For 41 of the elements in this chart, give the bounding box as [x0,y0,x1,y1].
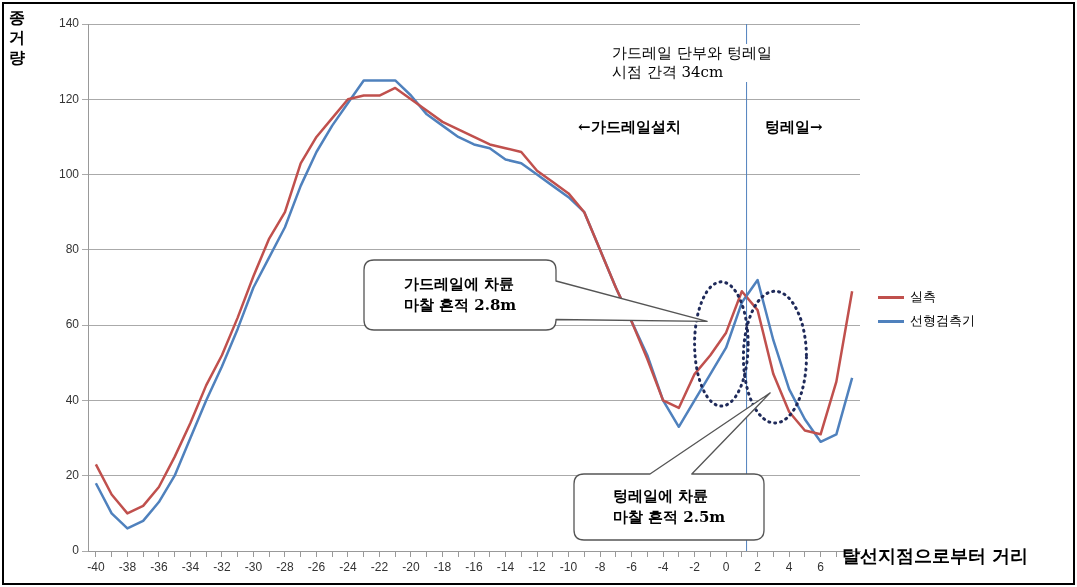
annotation: ←가드레일설치 [578,118,681,137]
y-tick-label: 40 [65,392,80,407]
x-tick-label: 2 [754,559,762,574]
x-tick-label: 4 [785,559,793,574]
legend-label: 실측 [910,288,936,306]
y-tick-label: 140 [58,16,80,31]
x-tick-label: -8 [594,559,606,574]
x-tick-label: -32 [213,559,231,574]
x-axis-title: 탈선지점으로부터 거리 [842,544,1029,568]
x-tick-label: 0 [722,559,730,574]
x-tick-label: -26 [307,559,326,574]
legend-label: 선형검측기 [910,312,975,330]
x-tick-label: -16 [465,559,483,574]
x-tick-label: -34 [181,559,200,574]
x-tick-label: -22 [370,559,389,574]
annotation: 텅레일에 차륜 마찰 흔적 2.5m [612,486,726,528]
annotation: 텅레일→ [765,118,823,137]
x-tick-label: -38 [118,559,137,574]
x-tick-label: -20 [402,559,420,574]
x-tick-label: -18 [433,559,452,574]
y-tick-label: 100 [58,166,80,181]
x-tick-label: -40 [87,559,105,574]
x-tick-label: -4 [657,559,669,574]
x-tick-label: -2 [689,559,701,574]
y-tick-label: 80 [65,242,80,257]
x-tick-label: -12 [528,559,547,574]
x-tick-label: 6 [817,559,825,574]
x-tick-label: -6 [626,559,638,574]
x-tick-label: -36 [150,559,168,574]
y-tick-label: 120 [58,91,80,106]
x-tick-label: -10 [559,559,578,574]
x-tick-label: -14 [496,559,515,574]
annotation: 가드레일에 차륜 마찰 흔적 2.8m [403,274,517,316]
y-tick-label: 0 [72,543,80,558]
annotation: 가드레일 단부와 텅레일 시점 간격 34cm [612,44,772,82]
y-tick-label: 60 [65,317,80,332]
x-tick-label: -24 [339,559,357,574]
x-tick-label: -28 [276,559,294,574]
y-tick-label: 20 [65,468,80,483]
x-tick-label: -30 [244,559,263,574]
y-axis-title: 종거량 [9,8,26,68]
